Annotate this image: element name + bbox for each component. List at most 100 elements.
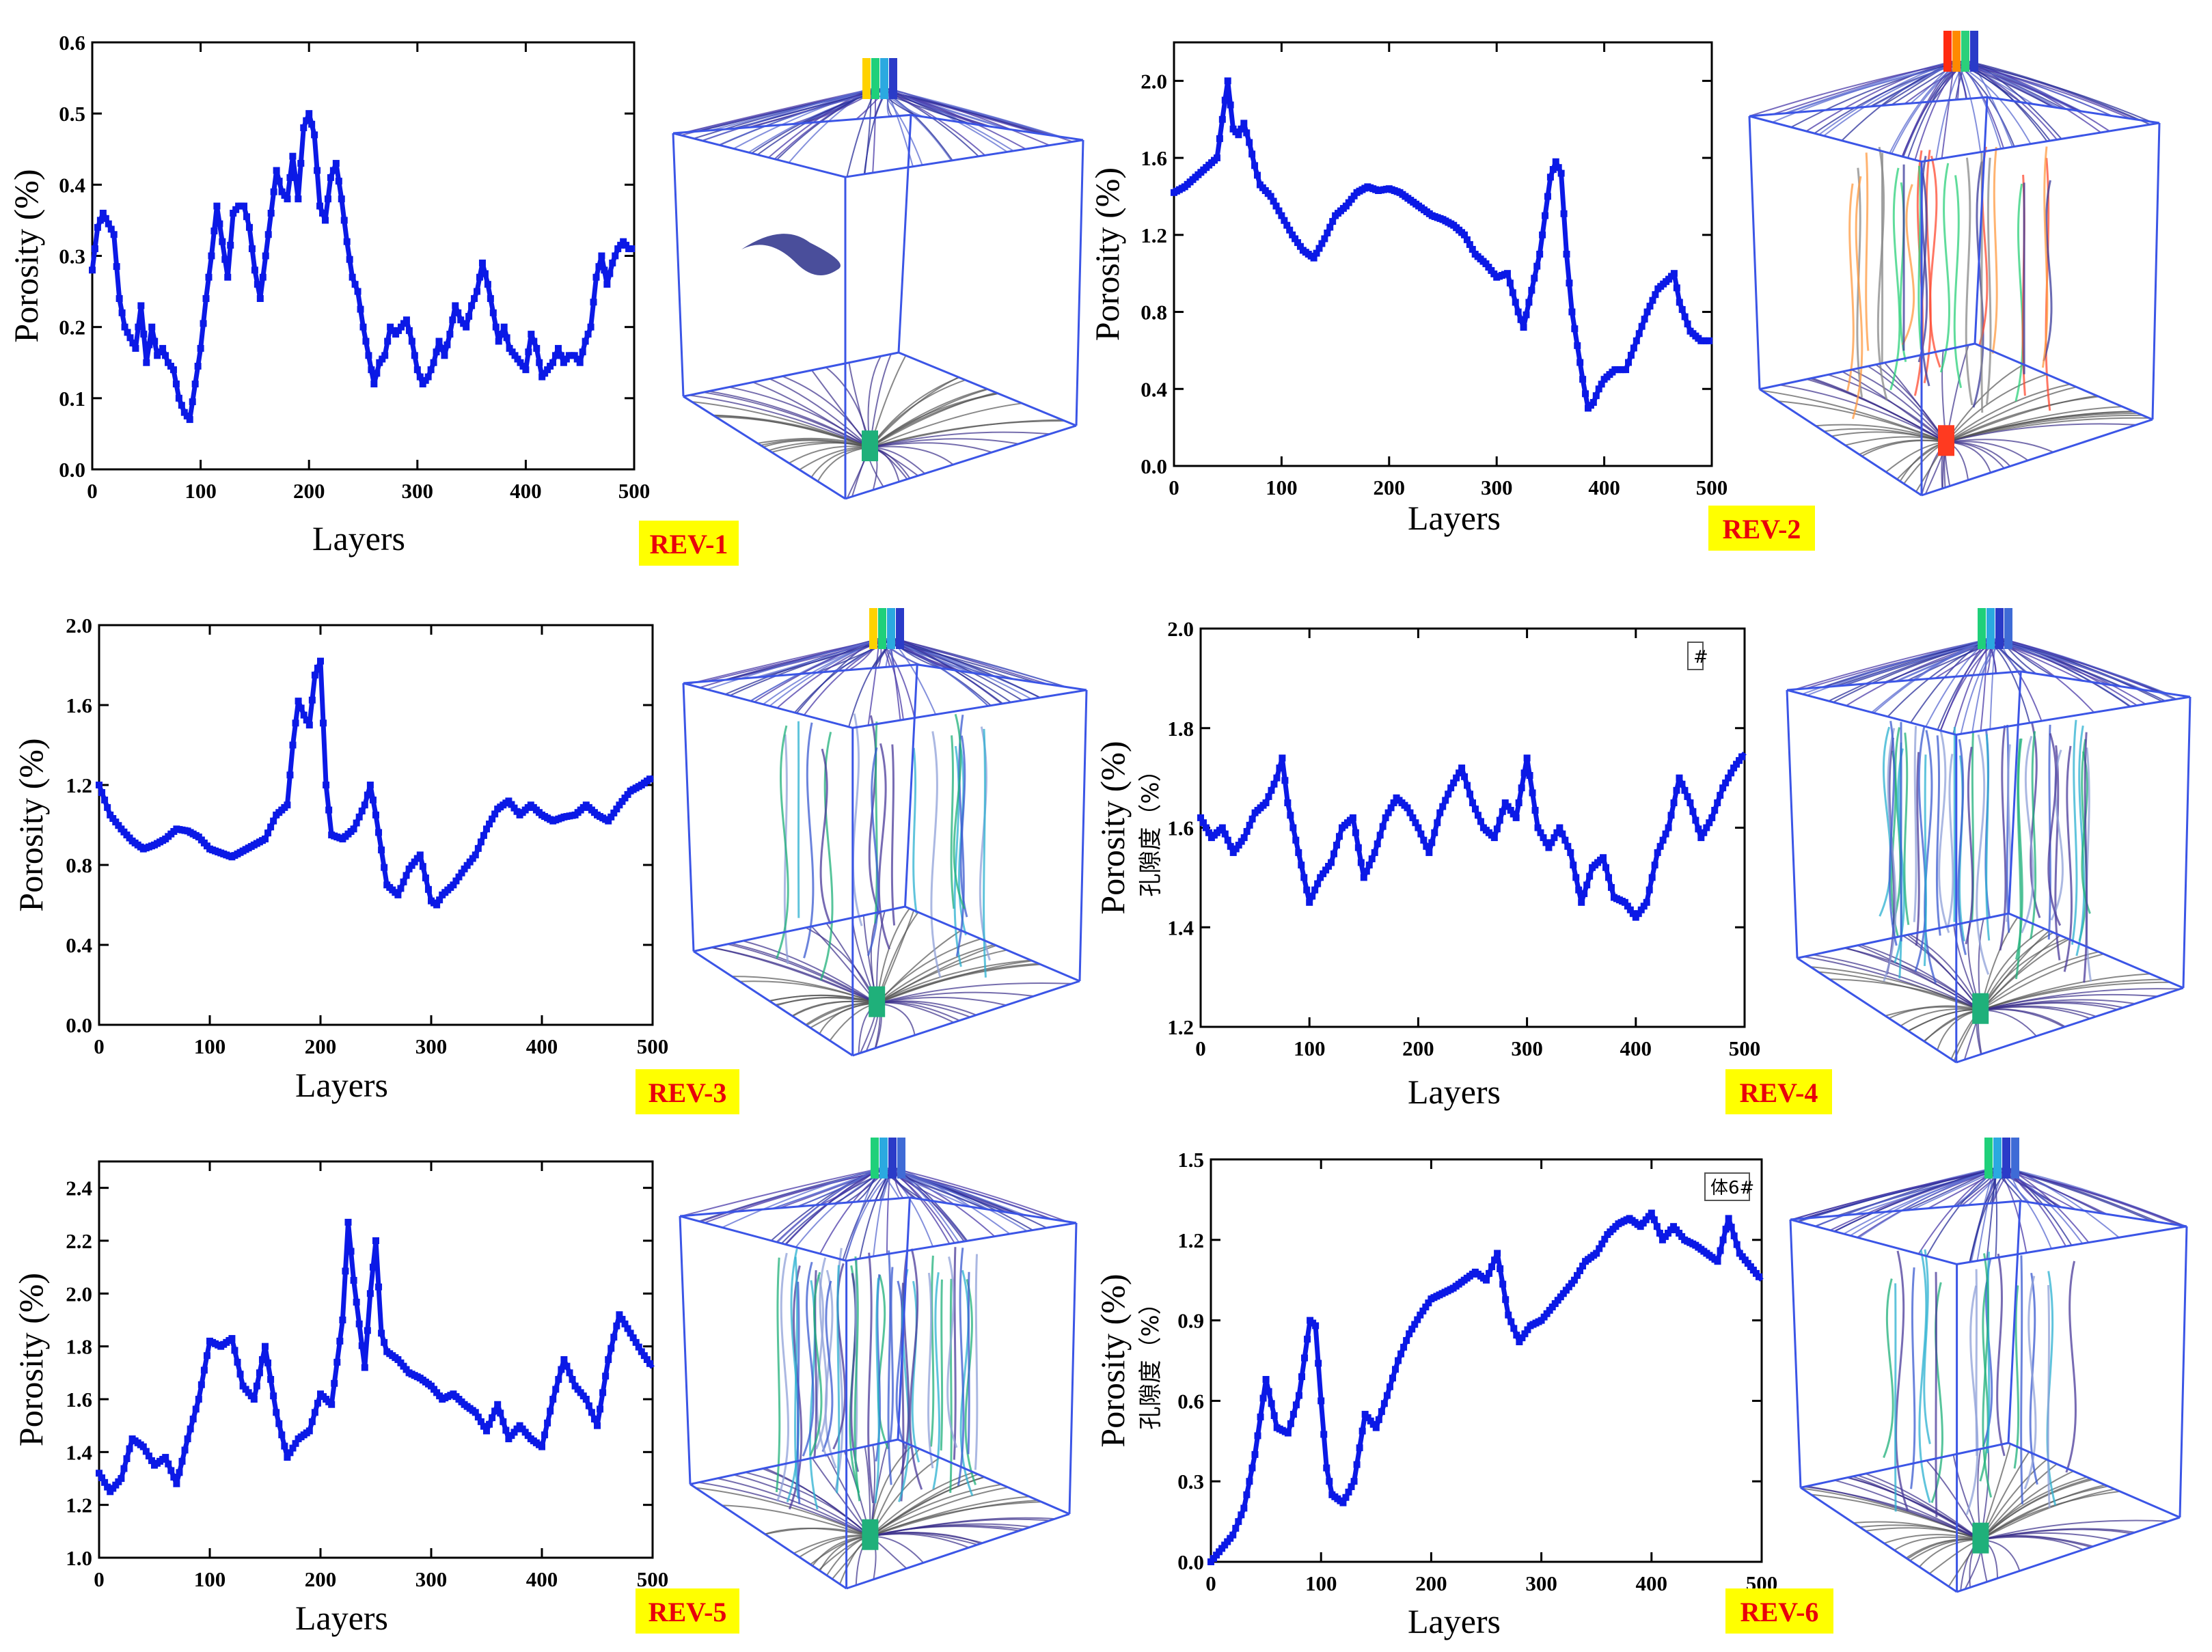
inlet-tube: [878, 608, 886, 649]
streamline-vertical: [2020, 1255, 2023, 1504]
data-point: [1315, 1360, 1322, 1367]
panel-rev2: 0 100 200 300 400 500 0.0 0.4 0.8 1.2 1.6 2.0 Layers…: [1088, 31, 2161, 551]
data-point: [1368, 855, 1376, 863]
inlet-tube: [889, 58, 897, 99]
streamline-vertical: [890, 744, 896, 926]
data-point: [1493, 825, 1501, 833]
streamline-vertical: [854, 1256, 861, 1502]
y-tick-label: 2.0: [66, 614, 92, 637]
data-point: [101, 796, 109, 803]
streamline-bottom: [870, 1523, 1031, 1537]
cube-edge: [1974, 97, 1989, 344]
data-point: [370, 381, 378, 387]
streamline-vertical: [796, 1281, 801, 1504]
streamline-vertical: [1965, 746, 1974, 945]
panel-rev5: 0 100 200 300 400 500 1.0 1.2 1.4 1.6 1.8 2.0 2.2 2.4…: [12, 1138, 1078, 1637]
cube-edge: [897, 1197, 911, 1440]
streamline-vertical: [909, 1248, 923, 1490]
streamline-vertical: [911, 1280, 920, 1463]
data-point: [483, 1427, 490, 1435]
x-tick-label: 100: [194, 1567, 226, 1591]
data-point: [558, 1366, 565, 1373]
rev-label-text: REV-4: [1740, 1077, 1818, 1108]
streamline-vertical: [851, 713, 863, 926]
data-point: [292, 719, 299, 727]
data-point: [165, 1460, 172, 1468]
data-point: [278, 188, 286, 195]
data-point: [1503, 270, 1511, 277]
data-point: [289, 741, 297, 749]
data-point: [1422, 1303, 1430, 1310]
cube-edge: [1790, 1218, 1957, 1265]
data-point: [400, 878, 407, 885]
data-point: [1345, 1488, 1352, 1496]
data-point: [1646, 886, 1653, 894]
streamline-top: [1834, 1168, 1998, 1233]
data-point: [1450, 779, 1458, 786]
streamline-bottom: [1818, 971, 1981, 1011]
data-point: [1621, 898, 1628, 906]
data-point: [1333, 842, 1340, 849]
data-point: [1602, 864, 1610, 871]
data-point: [1270, 780, 1278, 788]
cube-edge: [1921, 122, 2160, 163]
data-point: [358, 808, 366, 815]
data-point: [305, 1427, 313, 1435]
y-tick-label: 2.0: [66, 1282, 92, 1306]
streamline-vertical: [2041, 146, 2049, 368]
data-point: [616, 801, 623, 809]
streamline-bottom: [799, 446, 871, 471]
data-point: [364, 791, 371, 799]
data-point: [1383, 1392, 1391, 1399]
series-line: [1209, 1211, 1764, 1564]
x-tick-label: 500: [618, 479, 651, 503]
data-point: [1317, 1397, 1325, 1405]
data-point: [170, 1474, 178, 1481]
data-point: [1292, 1401, 1300, 1409]
data-point: [167, 362, 174, 370]
inlet-tube: [871, 1138, 879, 1179]
streamline-bottom: [1980, 1001, 2124, 1011]
data-point: [457, 316, 465, 324]
data-point: [1509, 289, 1516, 297]
data-point: [1555, 164, 1562, 171]
streamline-vertical: [2047, 724, 2051, 940]
y-tick-label: 1.6: [66, 693, 92, 717]
data-point: [1309, 892, 1316, 900]
plot-frame: [98, 1160, 654, 1559]
data-point: [1227, 842, 1234, 850]
streamline-vertical: [1965, 157, 1974, 406]
data-point: [623, 241, 630, 249]
data-point: [262, 252, 269, 260]
data-point: [1262, 1375, 1270, 1383]
streamline-top: [864, 88, 872, 174]
data-point: [424, 373, 432, 381]
data-point: [292, 174, 299, 181]
data-point: [617, 241, 625, 249]
data-point: [1601, 1235, 1609, 1243]
data-point: [187, 1425, 194, 1433]
x-axis-title: Layers: [295, 1066, 388, 1104]
streamline-vertical: [983, 728, 987, 978]
data-point: [305, 110, 313, 118]
streamline-bottom: [1980, 1519, 2169, 1541]
inlet-tube: [1993, 1138, 2002, 1179]
plot-frame: [91, 41, 636, 471]
streamline-bottom: [1857, 944, 1981, 1011]
data-point: [270, 817, 277, 825]
y-tick-label: 1.2: [1177, 1228, 1204, 1252]
streamline-vertical: [953, 1247, 957, 1460]
data-point: [484, 281, 491, 288]
streamline-vertical: [1883, 1278, 1894, 1459]
streamline-bottom: [1980, 993, 2158, 1011]
data-point: [343, 238, 351, 245]
data-point: [1572, 874, 1580, 881]
data-point: [477, 1418, 484, 1425]
data-point: [1378, 1408, 1385, 1416]
data-point: [416, 373, 424, 381]
data-point: [1711, 806, 1719, 814]
streamline-bottom: [730, 942, 877, 1004]
data-point: [264, 231, 272, 238]
cube-edge: [1800, 1487, 1958, 1593]
data-point: [1323, 1464, 1330, 1472]
